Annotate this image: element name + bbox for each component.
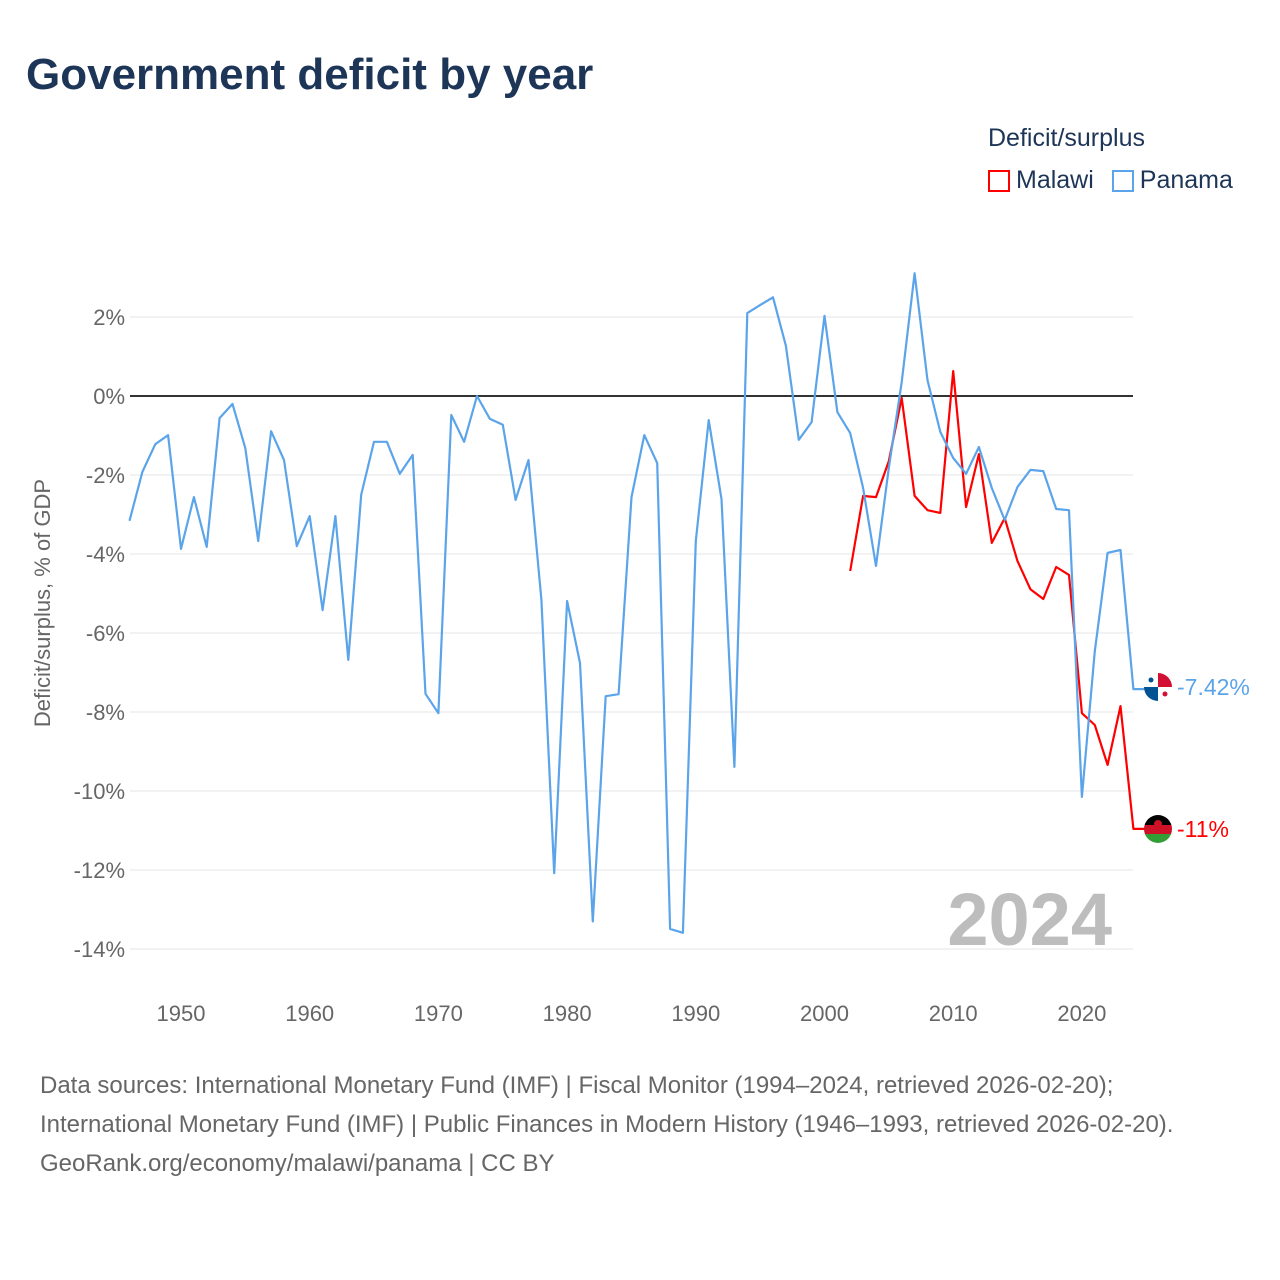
end-value-label-panama: -7.42%: [1177, 674, 1250, 700]
x-tick-label: 2020: [1057, 1001, 1106, 1026]
legend-item-panama[interactable]: Panama: [1111, 166, 1233, 195]
series-line-panama: [128, 272, 1146, 934]
legend-label: Panama: [1139, 166, 1233, 194]
x-tick-label: 2000: [800, 1001, 849, 1026]
flag-icon-malawi: [1144, 815, 1172, 843]
series-line-malawi: [849, 370, 1146, 831]
flag-star: [1162, 691, 1168, 697]
credit-link[interactable]: GeoRank.org/economy/malawi/panama | CC B…: [40, 1150, 555, 1177]
x-tick-label: 1950: [157, 1001, 206, 1026]
flag-sun: [1154, 820, 1162, 828]
legend: Malawi Panama: [988, 166, 1233, 195]
y-tick-label: 2%: [93, 305, 125, 330]
legend-label: Malawi: [1016, 166, 1094, 194]
end-value-label-malawi: -11%: [1177, 816, 1229, 842]
legend-swatch-malawi: [988, 169, 1010, 192]
line-chart: 2% 0% -2% -4% -6% -8% -10% -12% -14% 1950 1960 1970…: [30, 272, 1250, 1026]
y-tick-label: -14%: [74, 937, 125, 962]
y-tick-label: -12%: [74, 858, 125, 883]
y-tick-label: -4%: [86, 542, 125, 567]
y-tick-label: -8%: [86, 700, 125, 725]
y-tick-label: 0%: [93, 384, 125, 409]
y-tick-label: -6%: [86, 621, 125, 646]
legend-item-malawi[interactable]: Malawi: [988, 166, 1094, 195]
year-badge: 2024: [947, 878, 1112, 961]
x-tick-label: 1990: [671, 1001, 720, 1026]
x-tick-label: 2010: [929, 1001, 978, 1026]
y-axis-label: Deficit/surplus, % of GDP: [30, 479, 55, 727]
x-tick-label: 1960: [285, 1001, 334, 1026]
x-tick-label: 1980: [543, 1001, 592, 1026]
flag-stripe: [1144, 825, 1172, 834]
flag-quarter: [1144, 687, 1158, 701]
footer: Data sources: International Monetary Fun…: [40, 1066, 1240, 1183]
y-tick-label: -10%: [74, 779, 125, 804]
x-tick-label: 1970: [414, 1001, 463, 1026]
flag-stripe: [1144, 834, 1172, 843]
flag-icon-panama: [1144, 673, 1172, 701]
y-tick-label: -2%: [86, 463, 125, 488]
chart-title: Government deficit by year: [26, 50, 594, 99]
legend-title: Deficit/surplus: [988, 124, 1145, 152]
legend-swatch-panama: [1111, 169, 1134, 192]
data-sources: Data sources: International Monetary Fun…: [40, 1072, 1174, 1138]
flag-star: [1148, 677, 1154, 683]
flag-quarter: [1158, 673, 1172, 687]
